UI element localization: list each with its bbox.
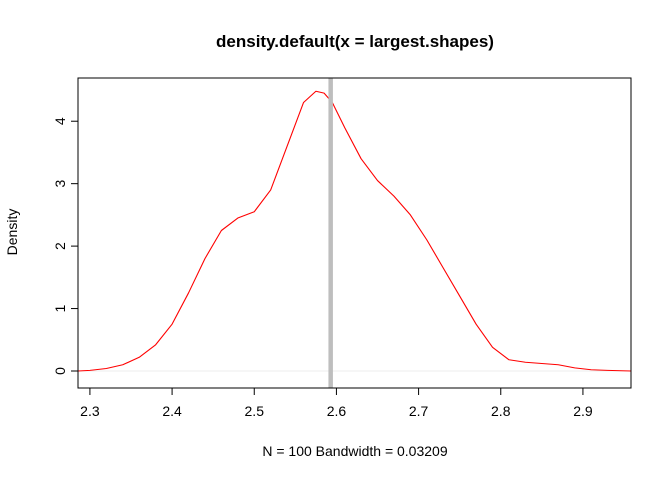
x-axis-label: N = 100 Bandwidth = 0.03209 — [262, 443, 447, 459]
plot-marks: 2.3 2.4 2.5 2.6 2.7 2.8 2.9 0 1 2 3 4 — [52, 77, 632, 419]
y-tick-label-3: 3 — [52, 180, 68, 188]
y-tick-label-0: 0 — [52, 367, 68, 375]
x-tick-label-2.7: 2.7 — [409, 403, 429, 419]
x-tick-label-2.4: 2.4 — [162, 403, 182, 419]
y-tick-label-1: 1 — [52, 304, 68, 312]
y-axis-label: Density — [4, 209, 20, 256]
y-tick-label-4: 4 — [52, 117, 68, 125]
density-curve-0 — [77, 90, 632, 372]
y-tick-label-2: 2 — [52, 242, 68, 250]
x-tick-label-2.5: 2.5 — [245, 403, 265, 419]
chart-title: density.default(x = largest.shapes) — [216, 32, 494, 51]
plot-frame — [77, 77, 632, 389]
x-tick-label-2.9: 2.9 — [573, 403, 593, 419]
x-tick-label-2.6: 2.6 — [327, 403, 347, 419]
x-tick-label-2.8: 2.8 — [491, 403, 511, 419]
x-tick-label-2.3: 2.3 — [80, 403, 100, 419]
